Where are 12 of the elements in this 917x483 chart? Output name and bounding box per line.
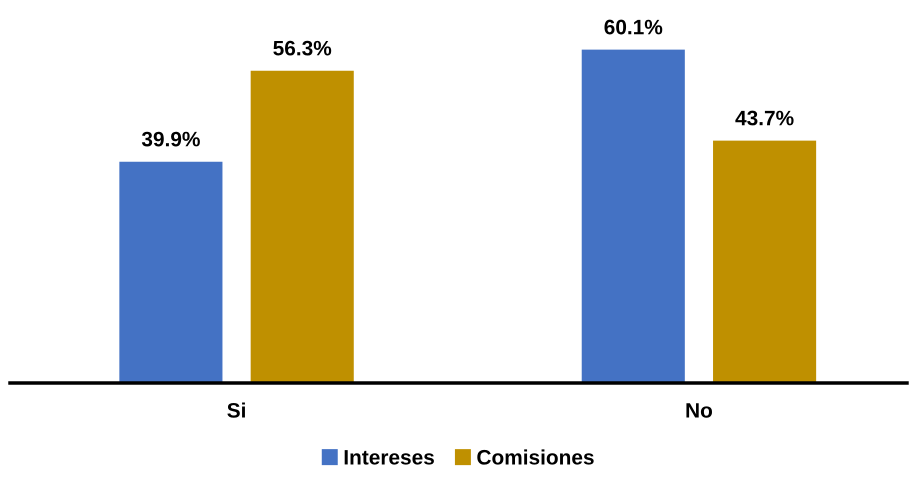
bar <box>119 162 222 383</box>
bar <box>713 140 816 383</box>
data-label: 39.9% <box>142 132 200 147</box>
data-label: 60.1% <box>604 20 662 34</box>
legend-label: Intereses <box>344 450 434 465</box>
data-label: 43.7% <box>735 110 794 126</box>
bar <box>582 50 685 383</box>
x-tick-label: Si <box>227 402 245 418</box>
bar <box>250 70 354 383</box>
legend-label: Comisiones <box>477 449 594 465</box>
x-tick-label: No <box>686 403 712 418</box>
data-label: 56.3% <box>273 40 332 56</box>
